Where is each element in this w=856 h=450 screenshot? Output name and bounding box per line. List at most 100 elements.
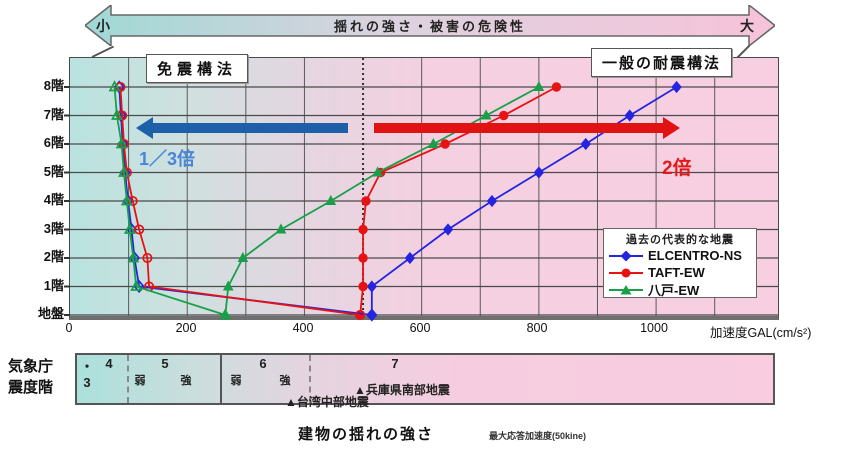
marker-circle-solid xyxy=(499,110,509,121)
marker-triangle-solid xyxy=(533,80,545,91)
intensity-divider-5-6 xyxy=(220,355,222,403)
figure-note: 最大応答加速度(50kine) xyxy=(489,431,587,441)
plot-canvas xyxy=(64,58,778,322)
marker-triangle-open xyxy=(115,137,128,149)
intensity-divider-4-5 xyxy=(127,355,129,403)
legend-entry-ELCENTRO-NS: ELCENTRO-NS xyxy=(609,247,751,264)
floor-label-地盤: 地盤 xyxy=(37,306,64,321)
jma-scale-header-line1: 気象庁 xyxy=(8,358,54,375)
legend-box: 過去の代表的な地震 ELCENTRO-NS TAFT-EW 八戸-EW xyxy=(603,228,757,298)
left-arrowhead-icon xyxy=(136,117,153,139)
marker-diamond-solid xyxy=(671,80,682,94)
marker-circle-open xyxy=(115,81,126,93)
marker-diamond-solid xyxy=(533,166,545,179)
marker-triangle-open xyxy=(219,308,232,320)
isolated-ratio-label: 1／3倍 xyxy=(139,149,196,169)
floor-label-1階: 1階 xyxy=(43,277,64,293)
legend-label: 八戸-EW xyxy=(648,283,700,298)
conventional-ratio-label: 2倍 xyxy=(662,158,692,179)
banner-title: 揺れの強さ・被害の危険性 xyxy=(333,19,526,34)
marker-diamond-solid xyxy=(404,251,416,265)
intensity-3: ・3 xyxy=(80,359,94,390)
legend-entry-TAFT-EW: TAFT-EW xyxy=(609,264,751,281)
marker-circle-solid xyxy=(440,139,450,149)
floor-label-4階: 4階 xyxy=(43,192,64,207)
one-third-arrow xyxy=(136,117,348,139)
intensity-4: 4 xyxy=(105,356,113,371)
risk-scale-banner xyxy=(85,5,775,46)
legend-entry-八戸-EW: 八戸-EW xyxy=(609,281,751,298)
marker-circle-solid xyxy=(358,281,368,292)
marker-triangle-open xyxy=(123,222,136,234)
right-arrowhead-icon xyxy=(663,117,680,139)
marker-diamond-solid xyxy=(486,194,498,208)
marker-triangle-solid xyxy=(275,223,287,234)
conventional-structure-label: 一般の耐震構法 xyxy=(591,48,733,77)
marker-circle-open xyxy=(134,224,145,235)
marker-circle-open xyxy=(355,309,366,321)
marker-triangle-solid xyxy=(372,166,384,177)
circle-marker-icon xyxy=(609,268,643,277)
x-tick-200: 200 xyxy=(175,321,197,335)
marker-triangle-open xyxy=(130,279,143,291)
marker-triangle-open xyxy=(127,251,140,263)
legend-title: 過去の代表的な地震 xyxy=(626,234,734,246)
intensity-6-weak: 弱 xyxy=(230,375,242,387)
intensity-6: 6 xyxy=(259,356,267,371)
marker-triangle-solid xyxy=(325,194,337,205)
figure-caption: 建物の揺れの強さ xyxy=(298,426,435,443)
diamond-marker-icon xyxy=(609,250,643,261)
marker-circle-open xyxy=(127,195,138,207)
series-line-5 xyxy=(113,86,226,316)
floor-label-8階: 8階 xyxy=(43,78,64,93)
marker-circle-solid xyxy=(361,196,371,206)
marker-triangle-solid xyxy=(222,280,234,291)
intensity-divider-6-7 xyxy=(309,355,311,403)
legend-label: TAFT-EW xyxy=(648,265,705,280)
marker-triangle-open xyxy=(110,108,123,120)
intensity-5-weak: 弱 xyxy=(134,375,146,387)
marker-diamond-open xyxy=(366,308,378,322)
marker-circle-solid xyxy=(551,82,562,92)
intensity-5-strong: 強 xyxy=(180,375,192,387)
legend-label: ELCENTRO-NS xyxy=(648,248,742,263)
jma-scale-header: 気象庁 震度階 xyxy=(8,356,53,398)
marker-triangle-open xyxy=(118,165,130,177)
floor-label-7階: 7階 xyxy=(43,106,64,122)
marker-triangle-open xyxy=(120,194,133,206)
x-tick-600: 600 xyxy=(409,321,431,335)
marker-diamond-solid xyxy=(366,280,377,293)
floor-label-5階: 5階 xyxy=(43,163,64,179)
marker-diamond-solid xyxy=(442,223,454,236)
intensity-7: 7 xyxy=(391,356,399,371)
marker-circle-solid xyxy=(358,253,368,263)
marker-diamond-solid xyxy=(624,109,635,122)
two-times-arrow xyxy=(374,117,680,139)
floor-label-2階: 2階 xyxy=(43,249,64,264)
isolated-structure-label: 免震構法 xyxy=(146,54,249,83)
x-tick-400: 400 xyxy=(292,321,314,335)
banner-small-label: 小 xyxy=(96,17,110,34)
intensity-6-strong: 強 xyxy=(279,375,291,387)
x-tick-800: 800 xyxy=(526,321,548,335)
floor-label-6階: 6階 xyxy=(43,135,64,150)
marker-circle-solid xyxy=(358,224,368,235)
double-arrow-shape xyxy=(85,5,775,46)
taiwan-earthquake-marker: ▲台湾中部地震 xyxy=(285,395,369,409)
left-arrow-body xyxy=(153,123,348,133)
hyogo-earthquake-marker: ▲兵庫県南部地震 xyxy=(354,383,450,397)
x-tick-0: 0 xyxy=(65,321,73,335)
triangle-marker-icon xyxy=(609,284,643,294)
intensity-5: 5 xyxy=(161,356,169,371)
jma-scale-header-line2: 震度階 xyxy=(8,379,54,396)
x-axis-title: 加速度GAL(cm/s²) xyxy=(710,326,812,340)
x-tick-1000: 1000 xyxy=(640,321,668,335)
legend-entries: ELCENTRO-NS TAFT-EW 八戸-EW xyxy=(609,247,751,298)
intensity-scale-bar: ・3 4 5 弱 強 6 弱 強 7 ▲兵庫県南部地震 ▲台湾中部地震 xyxy=(75,353,775,409)
marker-circle-open xyxy=(142,252,153,264)
marker-triangle-solid xyxy=(428,137,439,148)
marker-diamond-solid xyxy=(580,137,591,151)
marker-triangle-solid xyxy=(237,251,249,262)
banner-large-label: 大 xyxy=(740,17,754,34)
